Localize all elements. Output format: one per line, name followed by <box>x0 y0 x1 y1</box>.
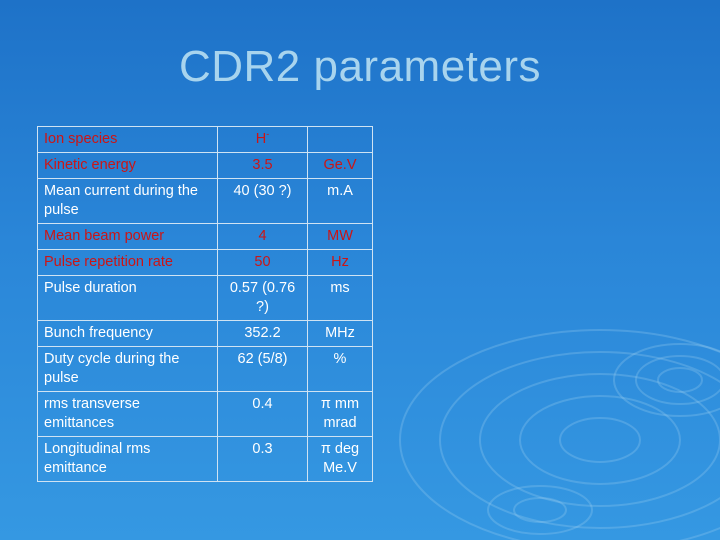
param-value: 0.57 (0.76 ?) <box>217 275 308 321</box>
table-row: Kinetic energy 3.5 Ge.V <box>37 152 373 179</box>
param-name: Longitudinal rms emittance <box>37 436 218 482</box>
param-unit: Ge.V <box>307 152 373 179</box>
param-unit: MHz <box>307 320 373 347</box>
param-value: 352.2 <box>217 320 308 347</box>
param-value: 4 <box>217 223 308 250</box>
param-value: 3.5 <box>217 152 308 179</box>
param-value: 40 (30 ?) <box>217 178 308 224</box>
param-unit: π deg Me.V <box>307 436 373 482</box>
table-row: Pulse duration 0.57 (0.76 ?) ms <box>37 275 373 321</box>
table-row: Pulse repetition rate 50 Hz <box>37 249 373 276</box>
param-value: 50 <box>217 249 308 276</box>
param-name: Ion species <box>37 126 218 153</box>
table-row: Bunch frequency 352.2 MHz <box>37 320 373 347</box>
param-name: Kinetic energy <box>37 152 218 179</box>
slide-title: CDR2 parameters <box>178 42 542 91</box>
param-unit: ms <box>307 275 373 321</box>
param-value: 0.4 <box>217 391 308 437</box>
param-unit: MW <box>307 223 373 250</box>
param-name: Pulse repetition rate <box>37 249 218 276</box>
table-row: rms transverse emittances 0.4 π mm mrad <box>37 391 373 437</box>
param-value: 0.3 <box>217 436 308 482</box>
param-value: H- <box>217 126 308 153</box>
param-name: rms transverse emittances <box>37 391 218 437</box>
table-row: Duty cycle during the pulse 62 (5/8) % <box>37 346 373 392</box>
param-name: Pulse duration <box>37 275 218 321</box>
param-name: Bunch frequency <box>37 320 218 347</box>
table-row: Mean current during the pulse 40 (30 ?) … <box>37 178 373 224</box>
param-unit: Hz <box>307 249 373 276</box>
param-unit: m.A <box>307 178 373 224</box>
parameters-table: Ion species H- Kinetic energy 3.5 Ge.V M… <box>37 126 373 482</box>
param-value: 62 (5/8) <box>217 346 308 392</box>
param-name: Mean beam power <box>37 223 218 250</box>
param-unit <box>307 126 373 153</box>
param-name: Mean current during the pulse <box>37 178 218 224</box>
param-unit: π mm mrad <box>307 391 373 437</box>
param-unit: % <box>307 346 373 392</box>
table-row: Ion species H- <box>37 126 373 153</box>
param-name: Duty cycle during the pulse <box>37 346 218 392</box>
table-row: Longitudinal rms emittance 0.3 π deg Me.… <box>37 436 373 482</box>
table-row: Mean beam power 4 MW <box>37 223 373 250</box>
